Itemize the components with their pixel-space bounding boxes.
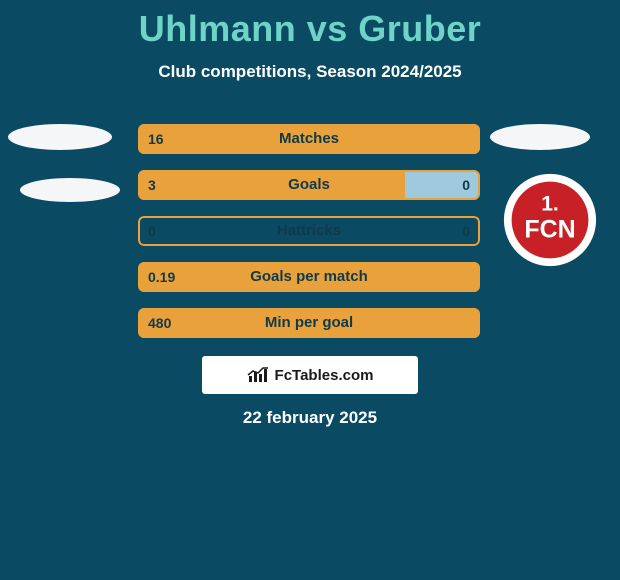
page-title: Uhlmann vs Gruber <box>0 8 620 50</box>
player-oval-left-1 <box>8 124 112 150</box>
club-badge-fcn: 1. FCN <box>502 172 598 268</box>
stat-label: Min per goal <box>138 308 480 338</box>
player-oval-left-2 <box>20 178 120 202</box>
date-text: 22 february 2025 <box>0 408 620 428</box>
stat-label: Goals <box>138 170 480 200</box>
svg-text:1.: 1. <box>541 192 559 215</box>
player-oval-right-1 <box>490 124 590 150</box>
stat-row: 480Min per goal <box>138 308 480 338</box>
brand-card: FcTables.com <box>202 356 418 394</box>
infographic-root: Uhlmann vs Gruber Club competitions, Sea… <box>0 0 620 580</box>
club-badge-icon: 1. FCN <box>502 172 598 268</box>
page-subtitle: Club competitions, Season 2024/2025 <box>0 62 620 82</box>
stat-label: Goals per match <box>138 262 480 292</box>
stat-row: 0.19Goals per match <box>138 262 480 292</box>
chart-icon <box>247 366 269 384</box>
stat-row: 00Hattricks <box>138 216 480 246</box>
stats-container: 16Matches 30Goals 00Hattricks 0.19Goals per… <box>138 124 480 354</box>
stat-label: Hattricks <box>138 216 480 246</box>
stat-row: 30Goals <box>138 170 480 200</box>
svg-text:FCN: FCN <box>524 215 575 243</box>
stat-label: Matches <box>138 124 480 154</box>
stat-row: 16Matches <box>138 124 480 154</box>
brand-text: FcTables.com <box>275 367 374 384</box>
